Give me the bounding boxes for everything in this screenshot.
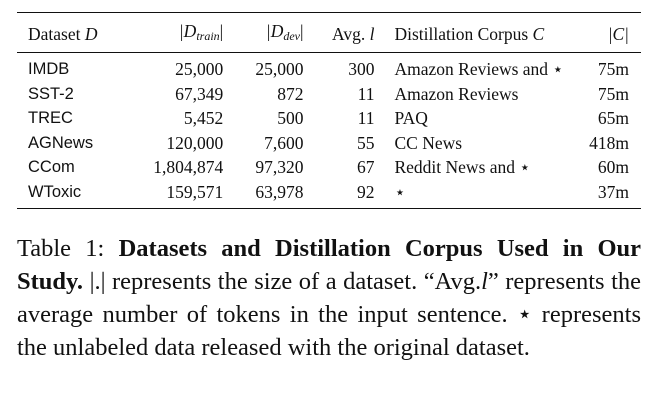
caption-symbol: l — [481, 268, 488, 295]
cell-dataset: AGNews — [28, 133, 94, 152]
caption-label: Table 1: — [17, 235, 105, 262]
header-ddev-close: | — [300, 21, 304, 41]
datasets-table: Dataset D |Dtrain| |Ddev| Avg. l Distill… — [17, 12, 641, 209]
table-row: TREC 5,452 500 11 PAQ 65m — [17, 106, 641, 131]
cell-train-size: 159,571 — [166, 181, 224, 202]
cell-corpus-size: 418m — [589, 132, 629, 153]
header-ddev-sub: dev — [283, 29, 300, 43]
header-corpus-label: Distillation Corpus — [394, 23, 529, 44]
cell-dataset: WToxic — [28, 182, 82, 201]
header-dtrain-close: | — [219, 21, 224, 41]
caption-text-part1: |.| represents the size of a dataset. “A… — [89, 268, 482, 295]
cell-dataset: IMDB — [28, 60, 70, 78]
header-avg-label: Avg. — [332, 23, 366, 44]
cell-dev-size: 63,978 — [255, 181, 304, 202]
cell-corpus: ⋆ — [394, 181, 406, 202]
header-dataset-symbol: D — [84, 23, 98, 44]
table-row: AGNews 120,000 7,600 55 CC News 418m — [17, 131, 641, 156]
cell-avg-length: 11 — [357, 108, 375, 128]
header-dtrain: |Dtrain| — [130, 13, 223, 53]
header-corpus-size-label: |C| — [607, 23, 629, 44]
cell-corpus-size: 75m — [597, 83, 629, 104]
table-row: SST-2 67,349 872 11 Amazon Reviews 75m — [17, 82, 641, 107]
cell-dev-size: 500 — [277, 108, 304, 128]
cell-avg-length: 67 — [356, 157, 375, 177]
cell-corpus-size: 75m — [597, 59, 629, 79]
cell-dataset: CCom — [28, 158, 75, 176]
cell-avg-length: 92 — [356, 181, 375, 202]
cell-corpus-size: 60m — [597, 157, 629, 177]
header-avg: Avg. l — [304, 13, 375, 53]
cell-train-size: 25,000 — [175, 59, 224, 79]
cell-corpus: Amazon Reviews — [394, 83, 519, 104]
header-corpus-size: |C| — [576, 13, 641, 53]
cell-corpus: PAQ — [394, 108, 428, 128]
caption-title: Datasets and Distillation Corpus Used in… — [17, 235, 642, 295]
header-avg-symbol: l — [369, 23, 375, 44]
header-ddev: |Ddev| — [223, 13, 304, 53]
cell-avg-length: 300 — [348, 59, 375, 79]
header-dataset: Dataset D — [17, 13, 130, 53]
cell-train-size: 5,452 — [183, 108, 224, 128]
header-dtrain-open: |D — [178, 21, 197, 41]
cell-dev-size: 97,320 — [255, 157, 304, 177]
table-row: WToxic 159,571 63,978 92 ⋆ 37m — [17, 180, 641, 209]
table-header-row: Dataset D |Dtrain| |Ddev| Avg. l Distill… — [17, 12, 641, 53]
cell-corpus: Amazon Reviews and ⋆ — [394, 59, 564, 79]
cell-dataset: TREC — [28, 109, 73, 127]
cell-dev-size: 25,000 — [255, 59, 304, 79]
cell-train-size: 1,804,874 — [153, 157, 224, 177]
caption-text-part2: ” represents the average number of token… — [17, 268, 642, 361]
table-caption: Table 1: Datasets and Distillation Corpu… — [17, 232, 641, 364]
table-row: IMDB 25,000 25,000 300 Amazon Reviews and ⋆ 7… — [17, 53, 641, 82]
cell-dev-size: 7,600 — [264, 132, 304, 153]
cell-dev-size: 872 — [277, 83, 304, 104]
cell-avg-length: 11 — [357, 83, 375, 104]
cell-corpus: Reddit News and ⋆ — [394, 157, 531, 177]
header-dataset-label: Dataset — [28, 23, 81, 44]
table-row: CCom 1,804,874 97,320 67 Reddit News and ⋆ 60… — [17, 155, 641, 180]
header-corpus-symbol: C — [532, 23, 545, 44]
cell-train-size: 120,000 — [166, 132, 224, 153]
header-dtrain-sub: train — [196, 29, 220, 43]
cell-corpus-size: 37m — [597, 181, 629, 202]
cell-corpus: CC News — [394, 132, 463, 153]
results-table-container: Dataset D |Dtrain| |Ddev| Avg. l Distill… — [17, 12, 641, 209]
cell-corpus-size: 65m — [597, 108, 629, 128]
cell-dataset: SST-2 — [28, 84, 74, 103]
cell-avg-length: 55 — [356, 132, 375, 153]
header-corpus: Distillation Corpus C — [374, 13, 576, 53]
cell-train-size: 67,349 — [175, 83, 224, 104]
header-ddev-open: |D — [265, 21, 284, 41]
